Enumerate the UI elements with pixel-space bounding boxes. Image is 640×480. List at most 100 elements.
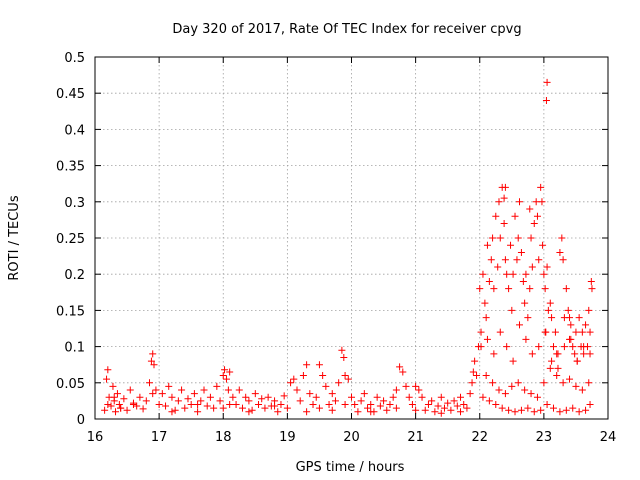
data-point <box>440 404 448 412</box>
data-point <box>367 408 375 416</box>
data-point <box>543 401 551 409</box>
x-tick-label: 21 <box>407 430 424 445</box>
data-point <box>303 408 311 416</box>
data-point <box>490 285 498 293</box>
data-point <box>261 404 269 412</box>
data-point <box>471 357 479 365</box>
data-point <box>229 393 237 401</box>
data-point <box>115 401 123 409</box>
data-point <box>392 386 400 394</box>
data-point <box>373 393 381 401</box>
x-tick-label: 16 <box>87 430 104 445</box>
data-point <box>562 406 570 414</box>
data-point <box>571 350 579 358</box>
data-point <box>485 277 493 285</box>
data-point <box>290 375 298 383</box>
data-point <box>500 220 508 228</box>
data-point <box>328 390 336 398</box>
data-point <box>117 404 125 412</box>
data-point <box>123 406 131 414</box>
x-tick-labels: 16 17 18 19 20 21 22 23 24 <box>87 430 617 445</box>
data-point <box>580 343 588 351</box>
data-point <box>434 402 442 410</box>
data-point <box>226 401 234 409</box>
data-point <box>206 393 214 401</box>
data-point <box>580 350 588 358</box>
data-point <box>203 402 211 410</box>
data-point <box>200 386 208 394</box>
data-point <box>210 404 218 412</box>
data-point <box>572 382 580 390</box>
data-point <box>569 343 577 351</box>
data-point <box>485 397 493 405</box>
data-point <box>168 393 176 401</box>
data-point <box>572 328 580 336</box>
data-point <box>567 335 575 343</box>
data-point <box>450 397 458 405</box>
x-tick-label: 18 <box>215 430 232 445</box>
data-point <box>293 386 301 394</box>
data-point <box>412 406 420 414</box>
data-point <box>530 408 538 416</box>
data-point <box>412 382 420 390</box>
data-point <box>511 408 519 416</box>
data-point <box>537 406 545 414</box>
data-point <box>112 408 120 416</box>
data-point <box>479 270 487 278</box>
data-point <box>221 366 229 374</box>
y-tick-label: 0.45 <box>56 87 85 102</box>
data-point <box>383 406 391 414</box>
data-point <box>408 401 416 409</box>
data-point <box>541 285 549 293</box>
data-point <box>340 353 348 361</box>
data-point <box>586 350 594 358</box>
data-point <box>522 270 530 278</box>
data-point <box>101 406 109 414</box>
data-point <box>562 285 570 293</box>
data-point <box>104 401 112 409</box>
data-point <box>219 372 227 380</box>
data-point <box>104 366 112 374</box>
data-point <box>537 183 545 191</box>
data-point <box>567 321 575 329</box>
data-point <box>277 401 285 409</box>
data-point <box>245 397 253 405</box>
data-point <box>524 404 532 412</box>
y-axis-label: ROTI / TECUs <box>7 195 22 280</box>
data-point <box>126 386 134 394</box>
data-point <box>549 343 557 351</box>
data-point <box>315 404 323 412</box>
data-point <box>516 198 524 206</box>
data-point <box>582 406 590 414</box>
data-point <box>549 404 557 412</box>
data-point <box>245 408 253 416</box>
data-point <box>197 397 205 405</box>
data-point <box>498 404 506 412</box>
data-point <box>528 263 536 271</box>
data-point <box>460 401 468 409</box>
data-point <box>168 408 176 416</box>
data-point <box>526 285 534 293</box>
data-point <box>544 306 552 314</box>
data-point <box>556 248 564 256</box>
data-point <box>546 299 554 307</box>
data-point <box>315 361 323 369</box>
data-point <box>587 277 595 285</box>
data-point <box>533 212 541 220</box>
data-point <box>142 397 150 405</box>
data-point <box>364 404 372 412</box>
data-point <box>526 205 534 213</box>
data-point <box>109 382 117 390</box>
data-point <box>431 408 439 416</box>
data-point <box>251 390 259 398</box>
data-point <box>238 404 246 412</box>
data-point <box>522 335 530 343</box>
data-point <box>386 401 394 409</box>
data-point <box>171 406 179 414</box>
data-point <box>103 375 111 383</box>
data-point <box>405 393 413 401</box>
data-point <box>483 335 491 343</box>
data-point <box>162 402 170 410</box>
data-point <box>338 346 346 354</box>
x-tick-label: 20 <box>343 430 360 445</box>
